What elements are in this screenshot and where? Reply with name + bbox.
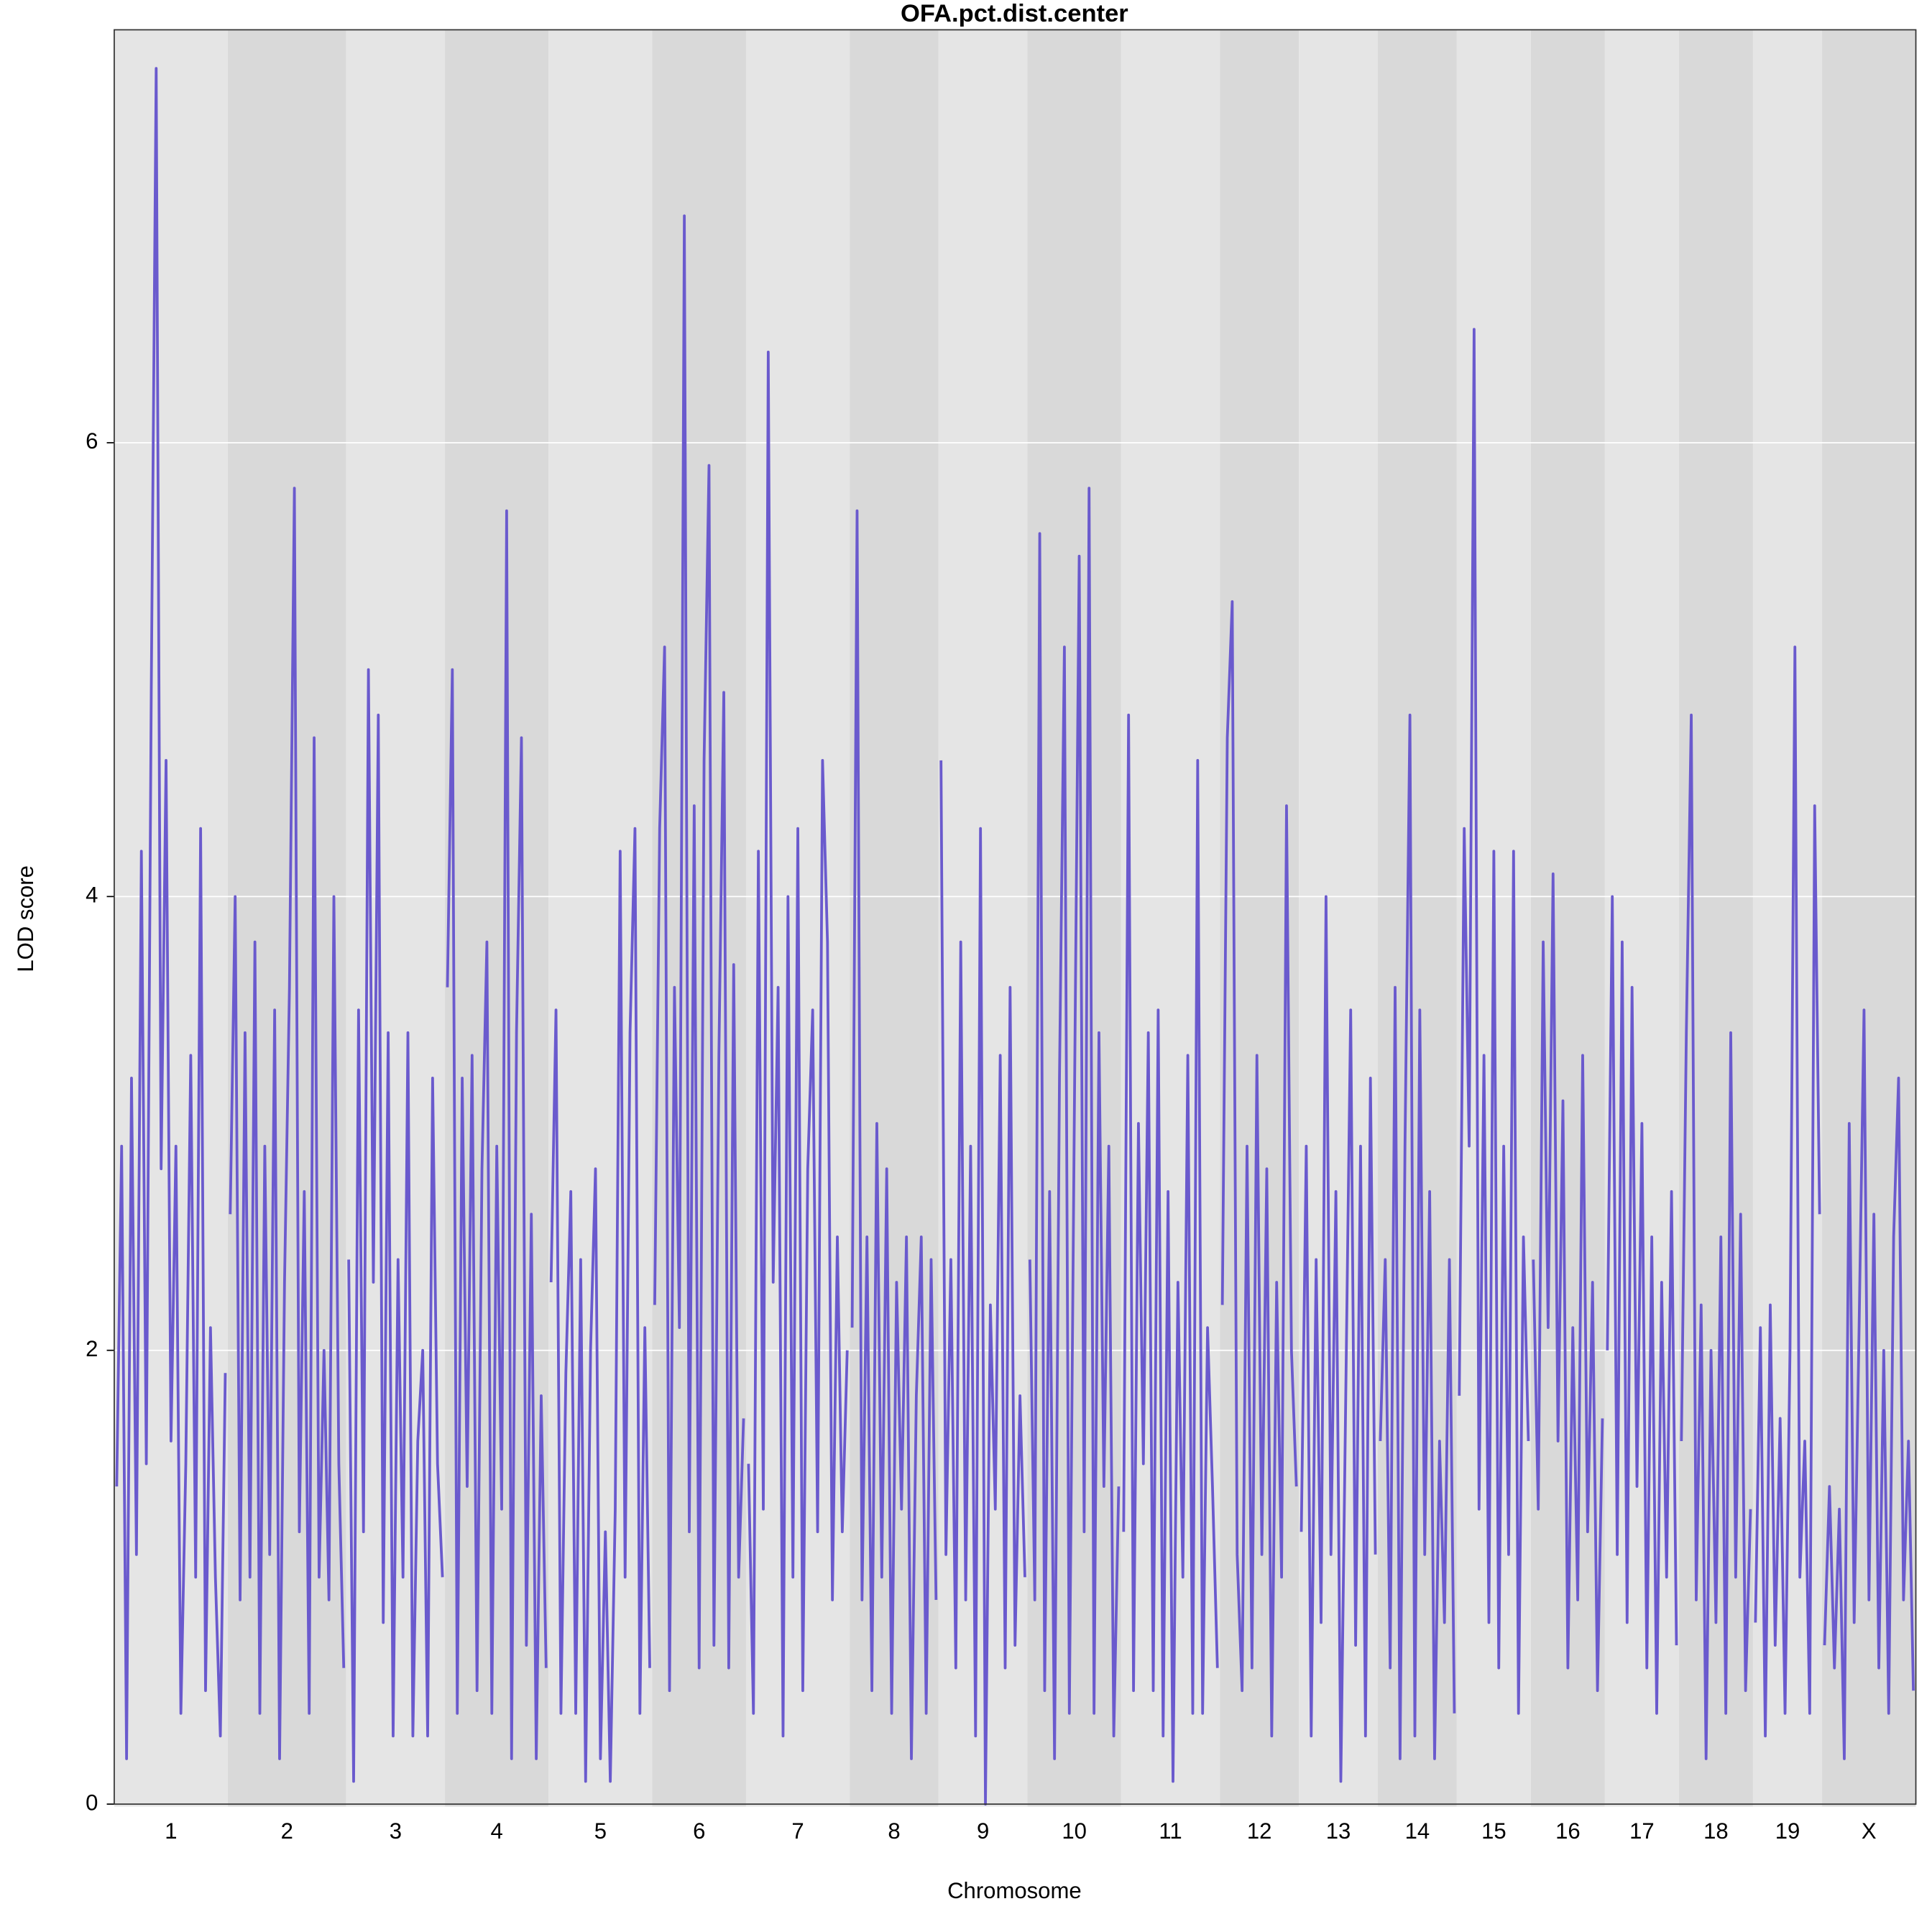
- lod-line: [549, 827, 651, 1783]
- lod-line: [747, 350, 849, 1738]
- x-tick-label: 9: [977, 1818, 989, 1844]
- lod-line: [1028, 487, 1121, 1760]
- x-tick-label: 11: [1159, 1818, 1182, 1844]
- x-tick-label: 3: [390, 1818, 402, 1844]
- x-tick-label: 6: [693, 1818, 705, 1844]
- lod-line: [1220, 600, 1298, 1738]
- x-tick-label: 8: [888, 1818, 900, 1844]
- plot-border: [114, 29, 1917, 1805]
- lod-line: [1606, 895, 1678, 1715]
- y-axis-label: LOD score: [13, 865, 38, 972]
- lod-line: [1458, 328, 1530, 1715]
- lod-line: [115, 67, 227, 1760]
- x-tick-label: X: [1862, 1818, 1877, 1844]
- x-tick-label: 12: [1247, 1818, 1272, 1844]
- x-tick-label: 10: [1062, 1818, 1087, 1844]
- plot-area: [114, 29, 1916, 1807]
- chart-title: OFA.pct.dist.center: [901, 0, 1128, 27]
- lod-line: [446, 509, 548, 1760]
- chromosome-band: [445, 29, 549, 1807]
- lod-line: [1532, 872, 1604, 1693]
- lod-line: [653, 214, 745, 1693]
- lod-line: [850, 509, 938, 1760]
- x-tick-label: 18: [1703, 1818, 1729, 1844]
- x-tick-label: 2: [281, 1818, 293, 1844]
- y-tick-label: 2: [86, 1336, 98, 1361]
- x-tick-label: 5: [594, 1818, 607, 1844]
- lod-line: [1300, 895, 1377, 1783]
- chromosome-band: [114, 29, 228, 1807]
- x-tick-label: 4: [491, 1818, 503, 1844]
- y-tick-label: 6: [86, 428, 98, 454]
- lod-line: [1754, 645, 1821, 1738]
- x-tick-label: 13: [1326, 1818, 1351, 1844]
- lod-line: [939, 760, 1026, 1806]
- x-tick-label: 14: [1405, 1818, 1430, 1844]
- x-tick-label: 17: [1629, 1818, 1655, 1844]
- lod-line: [347, 668, 444, 1783]
- x-tick-label: 19: [1775, 1818, 1800, 1844]
- y-tick-label: 4: [86, 883, 98, 908]
- x-tick-label: 15: [1481, 1818, 1506, 1844]
- lod-line: [1379, 713, 1456, 1760]
- y-tick-label: 0: [86, 1790, 98, 1815]
- lod-line: [1122, 713, 1219, 1783]
- x-axis-label: Chromosome: [947, 1878, 1082, 1903]
- x-tick-label: 16: [1555, 1818, 1581, 1844]
- x-tick-label: 7: [791, 1818, 804, 1844]
- chromosome-band: [1530, 29, 1605, 1807]
- x-tick-label: 1: [165, 1818, 177, 1844]
- lod-line: [229, 487, 346, 1760]
- lod-line: [1823, 1008, 1915, 1760]
- lod-line: [1680, 713, 1752, 1760]
